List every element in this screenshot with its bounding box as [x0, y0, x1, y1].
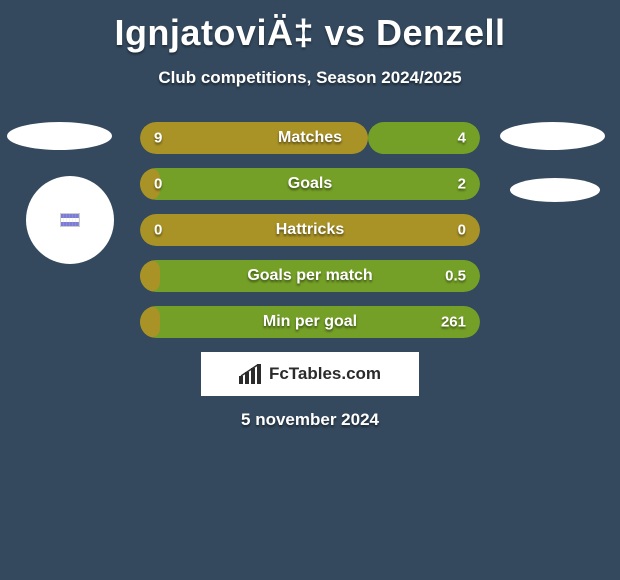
player-right-shadow-1 [500, 122, 605, 150]
stat-label: Goals [140, 175, 480, 193]
stat-label: Hattricks [140, 221, 480, 239]
stat-row: 0.5Goals per match [140, 260, 480, 292]
stat-row: 00Hattricks [140, 214, 480, 246]
attribution-badge: FcTables.com [201, 352, 419, 396]
date-label: 5 november 2024 [0, 410, 620, 430]
attribution-text: FcTables.com [269, 364, 381, 384]
stats-container: 94Matches 02Goals 00Hattricks 0.5Goals per … [140, 122, 480, 352]
flag-icon [60, 213, 80, 227]
stat-row: 261Min per goal [140, 306, 480, 338]
player-left-shadow [7, 122, 112, 150]
barchart-icon [239, 364, 263, 384]
stat-label: Matches [140, 129, 480, 147]
page-subtitle: Club competitions, Season 2024/2025 [0, 68, 620, 88]
stat-row: 02Goals [140, 168, 480, 200]
stat-label: Goals per match [140, 267, 480, 285]
player-left-badge [26, 176, 114, 264]
player-right-shadow-2 [510, 178, 600, 202]
stat-label: Min per goal [140, 313, 480, 331]
page-title: IgnjatoviÄ‡ vs Denzell [0, 0, 620, 54]
stat-row: 94Matches [140, 122, 480, 154]
